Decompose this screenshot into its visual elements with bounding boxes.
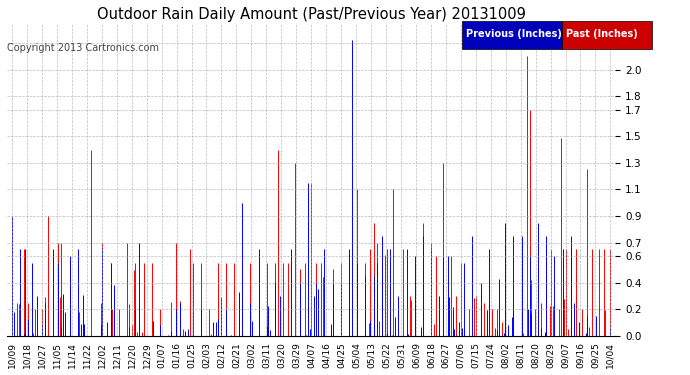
Text: Copyright 2013 Cartronics.com: Copyright 2013 Cartronics.com [7, 43, 159, 52]
Text: Previous (Inches): Previous (Inches) [466, 29, 562, 39]
Title: Outdoor Rain Daily Amount (Past/Previous Year) 20131009: Outdoor Rain Daily Amount (Past/Previous… [97, 7, 526, 22]
Text: Past (Inches): Past (Inches) [566, 29, 638, 39]
